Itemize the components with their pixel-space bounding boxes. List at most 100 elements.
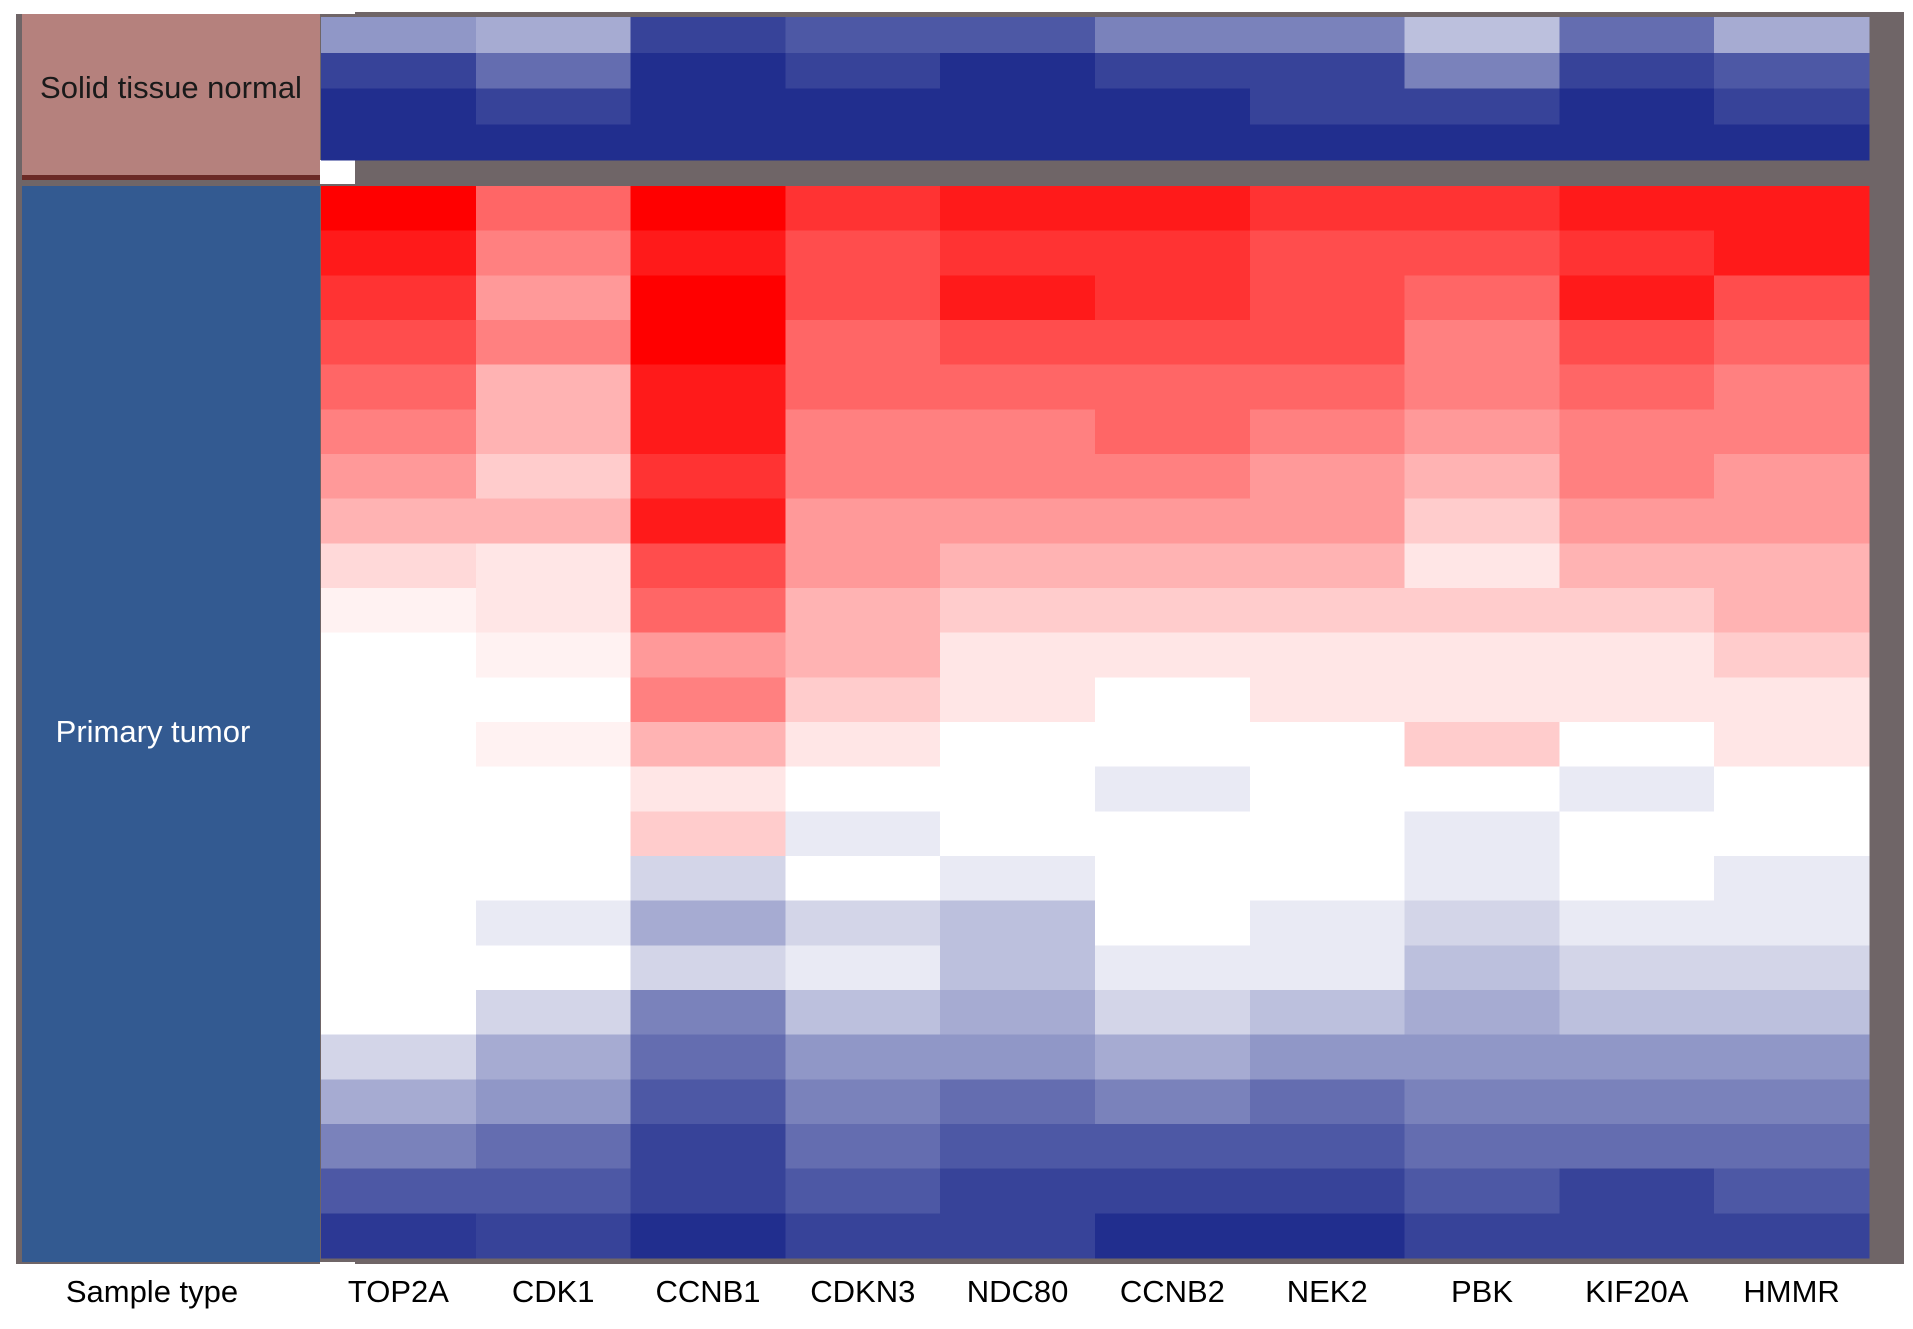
heatmap-cell	[1559, 811, 1715, 857]
heatmap-cell	[321, 364, 477, 410]
heatmap-cell	[630, 1124, 786, 1170]
heatmap-cell	[940, 588, 1096, 634]
heatmap-cell	[1559, 945, 1715, 991]
heatmap-cell	[940, 856, 1096, 902]
heatmap-cell	[1559, 1124, 1715, 1170]
heatmap-cell	[321, 722, 477, 768]
heatmap-cell	[1095, 990, 1251, 1036]
heatmap-cell	[1404, 230, 1560, 276]
heatmap-cell	[785, 1213, 941, 1259]
heatmap-cell	[940, 230, 1096, 276]
heatmap-cell	[630, 900, 786, 946]
heatmap-cell	[1404, 900, 1560, 946]
heatmap-cell	[1249, 990, 1406, 1036]
heatmap-cell	[785, 811, 941, 857]
heatmap-cell	[475, 677, 632, 723]
heatmap-cell	[1095, 17, 1251, 54]
frame-gap	[320, 160, 355, 184]
heatmap-cell	[1559, 498, 1715, 544]
heatmap-cell	[321, 900, 477, 946]
heatmap-cell	[1249, 454, 1406, 500]
heatmap-cell	[1095, 409, 1251, 455]
heatmap-cell	[1404, 543, 1560, 589]
heatmap-cell	[1714, 1213, 1870, 1259]
heatmap-cell	[1714, 945, 1870, 991]
heatmap-cell	[940, 990, 1096, 1036]
heatmap-cell	[630, 543, 786, 589]
x-tick-label: NDC80	[967, 1274, 1069, 1309]
heatmap-cell	[321, 52, 477, 89]
heatmap-cell	[321, 856, 477, 902]
heatmap-cell	[1249, 811, 1406, 857]
heatmap-cell	[1249, 17, 1406, 54]
heatmap-cell	[1095, 275, 1251, 321]
heatmap-cell	[1559, 677, 1715, 723]
heatmap-cell	[1714, 498, 1870, 544]
heatmap-cell	[321, 454, 477, 500]
heatmap-cell	[1404, 632, 1560, 678]
heatmap-cell	[1714, 320, 1870, 366]
heatmap-cell	[940, 900, 1096, 946]
heatmap-cell	[630, 722, 786, 768]
heatmap-cell	[1249, 275, 1406, 321]
heatmap-cell	[1404, 320, 1560, 366]
heatmap-cell	[785, 17, 941, 54]
heatmap-cell	[630, 856, 786, 902]
heatmap-cell	[1714, 1168, 1870, 1214]
x-tick-label: PBK	[1451, 1274, 1513, 1309]
heatmap-cell	[1249, 409, 1406, 455]
heatmap-cell	[785, 1079, 941, 1125]
heatmap-cell	[630, 811, 786, 857]
heatmap-cell	[1249, 320, 1406, 366]
heatmap-cell	[940, 364, 1096, 410]
heatmap-cell	[1095, 588, 1251, 634]
heatmap-cell	[1559, 1079, 1715, 1125]
heatmap-cell	[785, 900, 941, 946]
heatmap-cell	[1095, 766, 1251, 812]
heatmap-cell	[1559, 17, 1715, 54]
heatmap-cell	[785, 498, 941, 544]
heatmap-cell	[1559, 454, 1715, 500]
heatmap-cell	[321, 1079, 477, 1125]
heatmap-cell	[940, 722, 1096, 768]
heatmap-cell	[1714, 900, 1870, 946]
heatmap-cell	[1249, 230, 1406, 276]
heatmap-cell	[1714, 588, 1870, 634]
heatmap-cell	[1714, 409, 1870, 455]
x-tick-label: CDK1	[512, 1274, 595, 1309]
heatmap-cell	[1404, 124, 1560, 161]
heatmap-cell	[1249, 186, 1406, 232]
heatmap-cell	[630, 52, 786, 89]
heatmap-cell	[785, 275, 941, 321]
heatmap-cell	[1559, 186, 1715, 232]
heatmap-cell	[475, 320, 632, 366]
heatmap-cell	[321, 811, 477, 857]
heatmap-cell	[475, 945, 632, 991]
heatmap-cell	[475, 632, 632, 678]
heatmap-cell	[475, 811, 632, 857]
heatmap-cell	[475, 766, 632, 812]
heatmap-cell	[1559, 900, 1715, 946]
heatmap-cell	[630, 454, 786, 500]
heatmap-cell	[1404, 990, 1560, 1036]
heatmap-cell	[321, 1124, 477, 1170]
heatmap-cell	[1714, 88, 1870, 125]
heatmap-cell	[785, 230, 941, 276]
heatmap-cell	[475, 1213, 632, 1259]
heatmap-cell	[785, 588, 941, 634]
heatmap-cell	[1559, 275, 1715, 321]
group-band	[22, 14, 320, 180]
heatmap-cell	[1095, 677, 1251, 723]
x-tick-label: KIF20A	[1585, 1274, 1689, 1309]
heatmap-cell	[630, 320, 786, 366]
heatmap-cell	[321, 632, 477, 678]
heatmap-cell	[1404, 945, 1560, 991]
heatmap-cell	[1559, 588, 1715, 634]
heatmap-cell	[475, 900, 632, 946]
heatmap-cell	[1404, 409, 1560, 455]
heatmap-cell	[1249, 588, 1406, 634]
heatmap-cell	[1095, 900, 1251, 946]
heatmap-cell	[630, 17, 786, 54]
heatmap-cell	[475, 722, 632, 768]
